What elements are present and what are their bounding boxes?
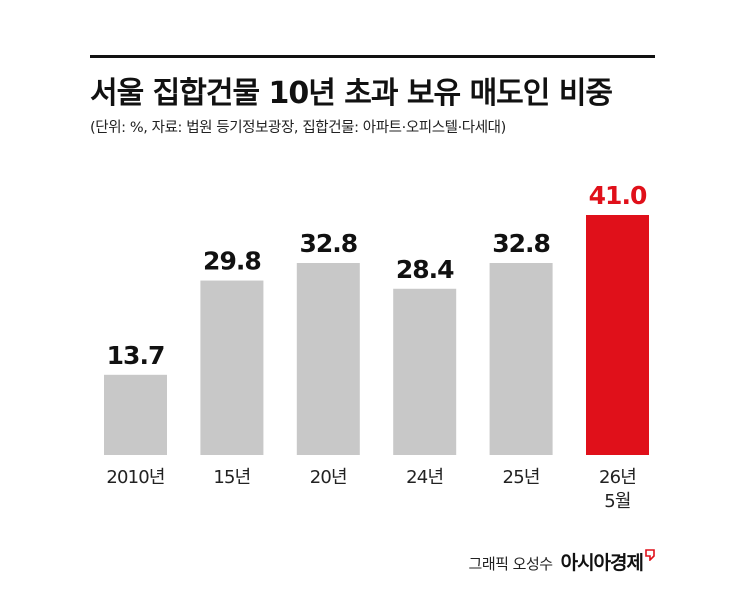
category-label-3: 20년	[310, 467, 347, 488]
value-label-6: 41.0	[589, 181, 647, 210]
bar-2	[200, 280, 264, 455]
value-label-3: 32.8	[299, 229, 357, 258]
graphic-credit: 그래픽 오성수	[468, 555, 554, 573]
chart-subtitle: (단위: %, 자료: 법원 등기정보광장, 집합건물: 아파트·오피스텔·다세…	[90, 120, 506, 136]
bar-4	[393, 288, 457, 455]
category-label-6: 26년 5월	[599, 467, 636, 512]
chart-title: 서울 집합건물 10년 초과 보유 매도인 비중	[90, 76, 613, 111]
value-label-4: 28.4	[396, 255, 454, 284]
value-label-2: 29.8	[203, 247, 261, 276]
top-rule	[90, 55, 655, 58]
category-label-4: 24년	[406, 467, 443, 488]
bar-1	[104, 374, 167, 455]
bar-6	[586, 215, 649, 455]
bar-5	[489, 263, 553, 455]
category-label-1: 2010년	[106, 467, 164, 488]
logo-mark-icon	[645, 546, 655, 562]
category-label-2: 15년	[213, 467, 250, 488]
category-label-5: 25년	[503, 467, 540, 488]
publisher-logo: 아시아경제	[560, 552, 644, 574]
value-label-1: 13.7	[107, 341, 165, 370]
credit: 그래픽 오성수 아시아경제	[469, 548, 655, 575]
bar-3	[296, 263, 360, 455]
value-label-5: 32.8	[492, 229, 550, 258]
